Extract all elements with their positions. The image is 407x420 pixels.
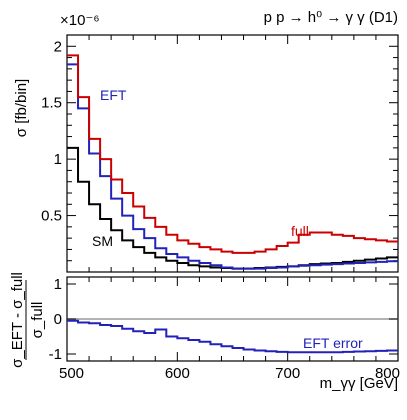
- ratio-label-denominator: σ_full: [29, 302, 46, 339]
- upper-panel: 0.5 1 1.5 2 ×10⁻⁶ p p → h⁰ → γ γ (D1) σ [fb…: [13, 9, 399, 273]
- upper-frame: [66, 34, 399, 273]
- ratio-label-numerator: σ_EFT - σ_full: [9, 272, 26, 368]
- series-line-full: [67, 54, 398, 254]
- ratio-y-tick-label: 1: [54, 276, 62, 293]
- y-tick-label: 2: [54, 38, 62, 55]
- lower-xtick-labels: 500 600 700 800: [59, 365, 400, 382]
- x-tick-label: 700: [275, 365, 300, 382]
- x-tick-label: 500: [59, 365, 84, 382]
- upper-ytick-labels: 0.5 1 1.5 2: [41, 38, 62, 224]
- label-full: full: [291, 223, 309, 239]
- x-axis-label: m_γγ [GeV]: [320, 375, 398, 392]
- ratio-y-tick-label: 0: [54, 311, 62, 328]
- label-eft: EFT: [100, 87, 127, 103]
- series-line-eft-error: [67, 319, 398, 354]
- lower-panel: -101 500 600 700 800 σ_EFT - σ_full σ_full …: [9, 272, 400, 392]
- upper-y-axis-label: σ [fb/bin]: [13, 79, 30, 137]
- series-line-sm: [67, 146, 398, 270]
- series-line-eft: [67, 63, 398, 270]
- chart-title: p p → h⁰ → γ γ (D1): [264, 9, 398, 26]
- label-sm: SM: [92, 233, 113, 249]
- upper-series: [67, 54, 398, 270]
- ratio-y-axis-label: σ_EFT - σ_full σ_full: [9, 272, 46, 368]
- lower-series: [67, 319, 398, 354]
- y-multiplier: ×10⁻⁶: [60, 12, 100, 29]
- lower-ytick-labels: -1 0 1: [49, 276, 62, 363]
- y-tick-label: 1.5: [41, 95, 62, 112]
- y-tick-label: 1: [54, 151, 62, 168]
- label-eft-error: EFT error: [303, 335, 363, 351]
- x-tick-label: 800: [375, 365, 400, 382]
- x-tick-label: 600: [165, 365, 190, 382]
- y-tick-label: 0.5: [41, 208, 62, 225]
- ratio-y-tick-label: -1: [49, 346, 62, 363]
- lower-ticks: [66, 277, 399, 361]
